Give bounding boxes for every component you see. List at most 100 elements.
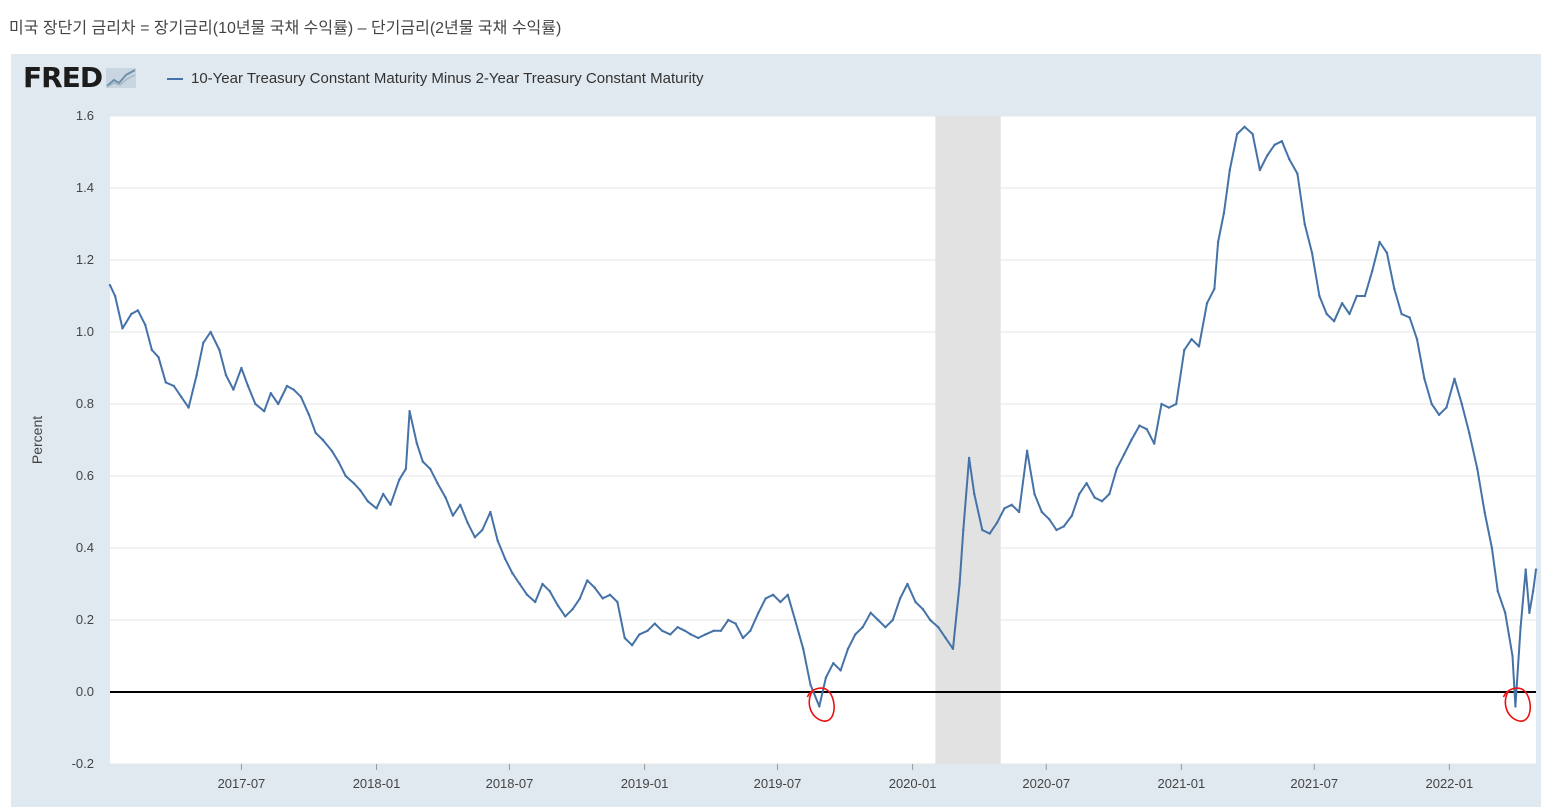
data-point [1085, 482, 1088, 485]
data-point [1160, 402, 1163, 406]
data-point [861, 626, 864, 629]
data-point [771, 593, 775, 596]
page-heading: 미국 장단기 금리차 = 장기금리(10년물 국채 수익률) – 단기금리(2년… [9, 20, 562, 37]
data-point [586, 579, 589, 582]
data-point [299, 395, 303, 398]
data-point [981, 528, 984, 532]
annotation-circle [806, 687, 835, 722]
x-tick-label: 2018-01 [353, 776, 401, 791]
data-point [906, 582, 909, 586]
data-point [556, 604, 560, 607]
x-axis-ticks: 2017-07 2018-01 2018-07 2019-01 2019-07 2020-… [218, 764, 1473, 791]
data-point [1108, 492, 1111, 496]
data-point [564, 615, 567, 618]
y-tick-label: 1.4 [76, 180, 94, 195]
data-point [1138, 424, 1141, 427]
series-line [109, 125, 1537, 708]
data-point [1476, 467, 1479, 470]
data-point [359, 489, 362, 492]
data-point [518, 582, 521, 586]
data-point [121, 327, 124, 330]
data-point [180, 395, 183, 398]
data-point [608, 593, 612, 596]
data-point [1430, 402, 1433, 406]
data-point [1152, 442, 1156, 445]
data-point [1496, 590, 1500, 593]
data-point [240, 366, 243, 370]
data-point [1325, 312, 1328, 316]
data-point [1258, 168, 1262, 172]
x-tick-label: 2020-07 [1022, 776, 1070, 791]
data-point [381, 492, 385, 496]
data-point [1340, 302, 1344, 305]
series-layer [108, 125, 1538, 708]
data-point [1062, 525, 1066, 528]
data-point [571, 608, 574, 611]
data-point [921, 608, 925, 611]
data-point [601, 597, 604, 600]
data-point [1503, 611, 1507, 614]
data-point [809, 683, 812, 686]
data-point [1467, 431, 1471, 434]
data-point [375, 507, 378, 510]
data-point [285, 384, 289, 388]
data-point [321, 438, 325, 442]
data-point [801, 647, 805, 650]
data-point [1519, 626, 1522, 629]
data-point [481, 528, 484, 532]
data-point [1070, 514, 1074, 517]
data-point [638, 633, 641, 636]
data-point [1055, 528, 1058, 532]
data-point [1296, 172, 1299, 175]
data-point [1243, 125, 1246, 128]
data-point [172, 384, 176, 388]
data-point [136, 309, 140, 312]
data-point [415, 442, 419, 445]
data-point [1115, 467, 1118, 470]
data-point [630, 644, 634, 647]
data-point [246, 384, 250, 388]
data-point [689, 633, 693, 636]
recession-band [935, 116, 1001, 764]
data-point [712, 629, 715, 632]
data-point [113, 294, 117, 298]
data-point [269, 392, 273, 395]
data-point [854, 633, 857, 636]
data-point [727, 618, 730, 622]
y-axis-title: Percent [29, 416, 45, 464]
data-point [914, 600, 917, 604]
data-point [1047, 518, 1051, 521]
annotation-layer [806, 687, 1532, 722]
data-point [1017, 510, 1021, 514]
data-point [1303, 222, 1306, 226]
data-point [1025, 449, 1029, 452]
data-point [436, 482, 439, 485]
data-point [832, 662, 835, 665]
data-point [307, 413, 311, 416]
data-point [1190, 338, 1193, 341]
data-point [734, 622, 737, 625]
data-point [533, 600, 537, 604]
data-point [951, 647, 955, 650]
data-point [1490, 546, 1494, 550]
data-point [779, 600, 782, 604]
fred-logo[interactable]: FRED [23, 64, 137, 92]
data-point [967, 456, 971, 460]
y-tick-label: 1.2 [76, 252, 94, 267]
data-point [1213, 287, 1216, 290]
data-point [352, 482, 355, 485]
chart-legend[interactable]: 10-Year Treasury Constant Maturity Minus… [167, 70, 703, 87]
data-point [232, 388, 235, 391]
data-point [1310, 251, 1314, 254]
data-point [1197, 345, 1201, 348]
data-point [1423, 377, 1426, 380]
data-point [1534, 568, 1538, 571]
x-tick-label: 2019-07 [754, 776, 802, 791]
data-point [1332, 320, 1336, 323]
data-point [1216, 240, 1220, 244]
fred-chart-icon [106, 68, 137, 88]
data-point [1205, 302, 1209, 305]
data-point [937, 626, 940, 629]
data-point [157, 356, 160, 359]
data-point [646, 629, 649, 632]
